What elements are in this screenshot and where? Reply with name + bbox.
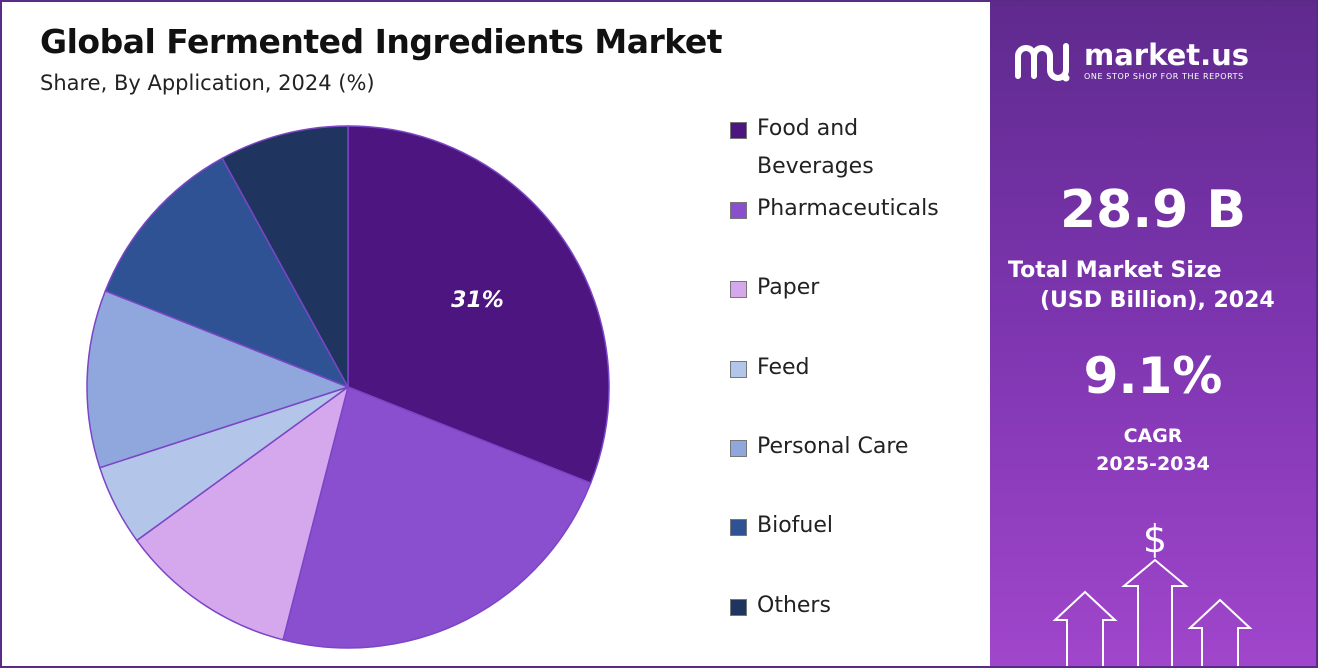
- legend-item: Feed: [730, 349, 977, 387]
- legend-item: Others: [730, 587, 977, 625]
- brand-logo: market.us ONE STOP SHOP FOR THE REPORTS: [1012, 36, 1249, 84]
- cagr-value: 9.1%: [1083, 347, 1223, 405]
- pie-slice-others: [221, 125, 349, 388]
- legend-swatch: [730, 122, 747, 139]
- legend-item: Biofuel: [730, 507, 977, 545]
- legend-label: Feed: [757, 355, 810, 380]
- dollar-icon: $: [1143, 517, 1167, 561]
- pie-slice-food-and-beverages: [347, 125, 610, 485]
- market-size-label: Total Market Size (USD Billion), 2024: [1008, 256, 1298, 316]
- market-size-label-line1: Total Market Size: [1008, 258, 1222, 283]
- cagr-label: CAGR 2025-2034: [990, 422, 1316, 478]
- chart-subtitle: Share, By Application, 2024 (%): [40, 71, 375, 95]
- legend-label: Food and Beverages: [757, 116, 874, 179]
- pie-data-label: 31%: [451, 288, 504, 313]
- brand-tagline: ONE STOP SHOP FOR THE REPORTS: [1084, 71, 1244, 81]
- pie-slice-biofuel: [104, 157, 350, 389]
- legend-swatch: [730, 599, 747, 616]
- legend-item: Pharmaceuticals: [730, 190, 977, 228]
- pie-slice-pharmaceuticals: [282, 385, 592, 649]
- legend-swatch: [730, 202, 747, 219]
- legend-item: Personal Care: [730, 428, 977, 466]
- cagr-title: CAGR: [1123, 425, 1183, 447]
- cagr-period: 2025-2034: [1096, 453, 1210, 475]
- brand-name: market.us: [1084, 37, 1250, 72]
- legend-item: Food and Beverages: [730, 110, 977, 186]
- legend-swatch: [730, 440, 747, 457]
- chart-area: Global Fermented Ingredients Market Shar…: [2, 2, 990, 666]
- market-size-label-line2: (USD Billion), 2024: [1040, 288, 1275, 313]
- legend-swatch: [730, 281, 747, 298]
- legend-label: Paper: [757, 275, 820, 300]
- pie-slice-paper: [135, 385, 350, 641]
- legend-label: Biofuel: [757, 513, 834, 538]
- market-us-logo-icon: [1015, 43, 1070, 82]
- pie-chart: 31%: [86, 125, 610, 649]
- legend-swatch: [730, 519, 747, 536]
- legend-item: Paper: [730, 269, 977, 307]
- legend-label: Others: [757, 593, 831, 618]
- pie-slice-personal-care: [86, 289, 351, 469]
- growth-arrows-icon: $: [1052, 517, 1253, 666]
- legend-label: Personal Care: [757, 434, 909, 459]
- stats-panel: market.us ONE STOP SHOP FOR THE REPORTS …: [990, 2, 1316, 666]
- chart-title: Global Fermented Ingredients Market: [40, 22, 723, 61]
- legend-label: Pharmaceuticals: [757, 196, 939, 221]
- market-size-value: 28.9 B: [1059, 180, 1247, 240]
- legend-swatch: [730, 361, 747, 378]
